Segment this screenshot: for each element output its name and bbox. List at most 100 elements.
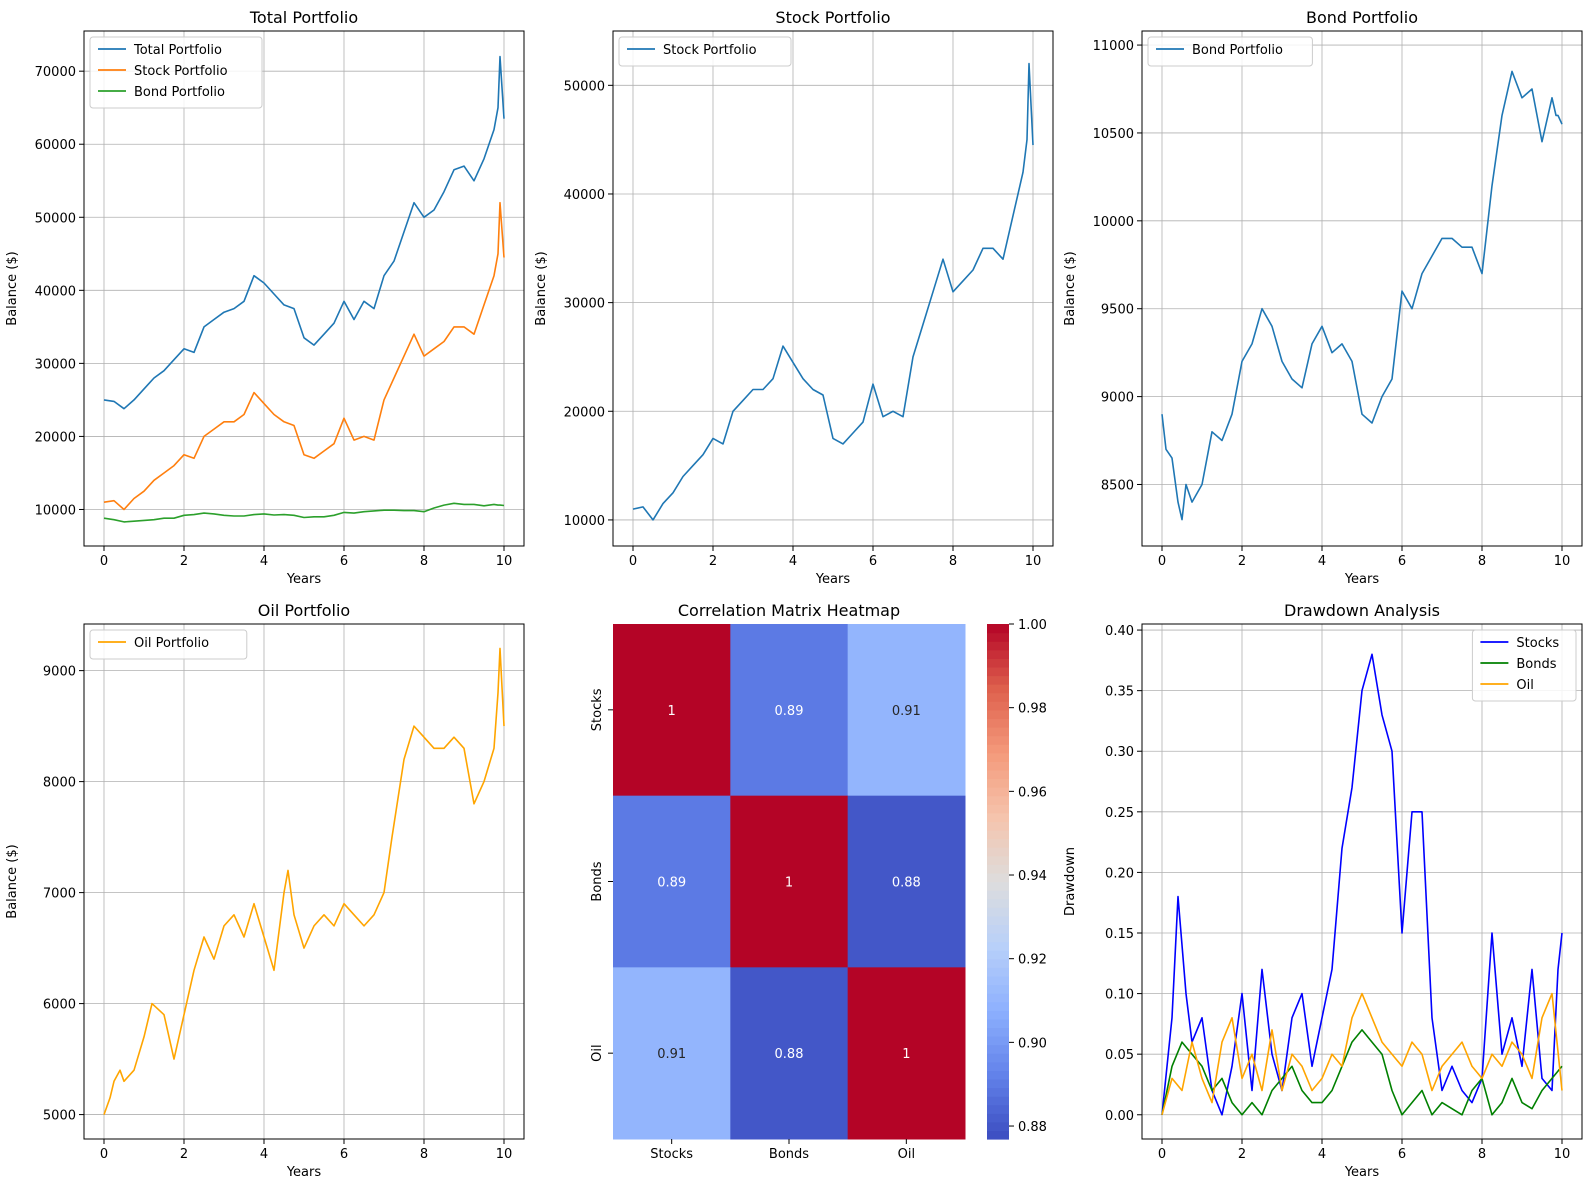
series-line	[632, 62, 1034, 521]
colorbar-tick-label: 0.96	[1018, 785, 1047, 800]
y-tick-label: 10000	[564, 514, 605, 529]
subplot-2: 0 2 4 6 8 10 10000 20000 30000 40000 50000 Stock Po…	[534, 8, 1054, 587]
x-tick-label: 2	[709, 554, 717, 569]
colorbar-band	[987, 855, 1009, 865]
y-axis-label: Balance ($)	[5, 251, 20, 325]
colorbar-band	[987, 744, 1009, 754]
colorbar-tick-label: 0.98	[1018, 702, 1047, 717]
cell-value-label: 0.91	[892, 704, 921, 719]
cell-value-label: 0.88	[892, 876, 921, 891]
y-tick-label: 9500	[1101, 303, 1134, 318]
y-tick-label: 30000	[564, 297, 605, 312]
x-tick-label: 2	[1238, 1147, 1246, 1162]
y-tick-label: 6000	[43, 998, 76, 1013]
colorbar-band	[987, 1027, 1009, 1037]
legend-box	[618, 36, 792, 67]
y-tick-label: 0.35	[1105, 685, 1134, 700]
series-line	[103, 647, 505, 1115]
colorbar-band	[987, 718, 1009, 728]
heatmap-cell	[847, 795, 966, 968]
axes-frame	[1141, 30, 1583, 547]
colorbar-band	[987, 830, 1009, 840]
colorbar-band	[987, 993, 1009, 1003]
colorbar-band	[987, 847, 1009, 857]
heatmap-cell	[613, 624, 731, 797]
legend-label: Stock Portfolio	[663, 43, 757, 58]
legend-box	[89, 629, 248, 660]
colorbar-band	[987, 1018, 1009, 1029]
legend: Total Portfolio Stock Portfolio Bond Portf…	[89, 36, 263, 109]
x-tick-label: 10	[1554, 1147, 1571, 1162]
heatmap-cell	[730, 624, 849, 797]
x-tick-label: 6	[340, 554, 348, 569]
colorbar-band	[987, 787, 1009, 797]
colorbar-band	[987, 666, 1009, 677]
chart-title: Total Portfolio	[249, 8, 358, 27]
legend-label: Stocks	[1516, 636, 1559, 651]
series-line	[1161, 992, 1563, 1116]
y-tick-label: 8500	[1101, 478, 1134, 493]
colorbar-band	[987, 907, 1009, 917]
y-tick-label: 10500	[1093, 127, 1134, 142]
colorbar-band	[987, 752, 1009, 762]
legend-label: Oil	[1516, 678, 1533, 693]
x-tick-label: Stocks	[650, 1147, 693, 1162]
colorbar-band	[987, 872, 1009, 883]
y-tick-label: 0.30	[1105, 745, 1134, 760]
series-line	[1161, 70, 1563, 521]
colorbar-tick-label: 0.92	[1018, 953, 1047, 968]
x-axis-label: Years	[286, 1165, 322, 1180]
legend: Oil Portfolio	[89, 629, 248, 660]
y-tick-label: 20000	[35, 430, 76, 445]
heatmap-cell	[613, 967, 731, 1140]
x-tick-label: 8	[1478, 1147, 1486, 1162]
colorbar-band	[987, 933, 1009, 943]
colorbar-band	[987, 1078, 1009, 1089]
colorbar-band	[987, 684, 1009, 694]
colorbar-band	[987, 1001, 1009, 1011]
y-tick-label: Oil	[590, 1044, 605, 1061]
x-axis-label: Years	[1344, 572, 1380, 587]
series-line	[103, 201, 505, 511]
y-tick-label: 5000	[43, 1109, 76, 1124]
y-tick-label: 10000	[1093, 215, 1134, 230]
axes-frame	[83, 623, 525, 1140]
y-tick-label: 30000	[35, 357, 76, 372]
colorbar-band	[987, 1053, 1009, 1063]
subplot-1: 0 2 4 6 8 10 10000 20000 30000 40000 50000 60000 700…	[5, 8, 525, 587]
colorbar-band	[987, 941, 1009, 951]
colorbar-band	[987, 924, 1009, 934]
colorbar-band	[987, 692, 1009, 702]
x-axis-label: Years	[815, 572, 851, 587]
series-line	[1161, 1029, 1563, 1116]
colorbar-band	[987, 769, 1009, 780]
x-tick-label: 6	[869, 554, 877, 569]
x-tick-label: 8	[420, 554, 428, 569]
subplot-4: 0 2 4 6 8 10 5000 6000 7000 8000 9000 Oil Portfolio…	[5, 601, 525, 1180]
y-tick-label: 70000	[35, 65, 76, 80]
legend-label: Bonds	[1516, 657, 1556, 672]
colorbar-tick-label: 1.00	[1018, 618, 1047, 633]
x-tick-label: 0	[1158, 1147, 1166, 1162]
colorbar-band	[987, 1087, 1009, 1097]
colorbar-band	[987, 632, 1009, 642]
y-tick-label: 0.05	[1105, 1048, 1134, 1063]
x-tick-label: Bonds	[769, 1147, 809, 1162]
y-tick-label: 20000	[564, 405, 605, 420]
cell-value-label: 0.89	[657, 876, 686, 891]
y-axis-label: Drawdown	[1063, 847, 1078, 916]
colorbar-band	[987, 975, 1009, 986]
colorbar-tick-label: 0.88	[1018, 1120, 1047, 1135]
colorbar-band	[987, 1130, 1009, 1140]
x-tick-label: 4	[1318, 1147, 1326, 1162]
heatmap-cell	[730, 967, 849, 1140]
colorbar-band	[987, 1036, 1009, 1046]
y-tick-label: 0.00	[1105, 1109, 1134, 1124]
y-tick-label: 40000	[35, 284, 76, 299]
series-line	[1161, 653, 1563, 1116]
colorbar-band	[987, 649, 1009, 659]
heatmap-cell	[730, 795, 849, 968]
colorbar-tick-label: 0.90	[1018, 1036, 1047, 1051]
x-tick-label: 0	[629, 554, 637, 569]
cell-value-label: 1	[902, 1047, 910, 1062]
